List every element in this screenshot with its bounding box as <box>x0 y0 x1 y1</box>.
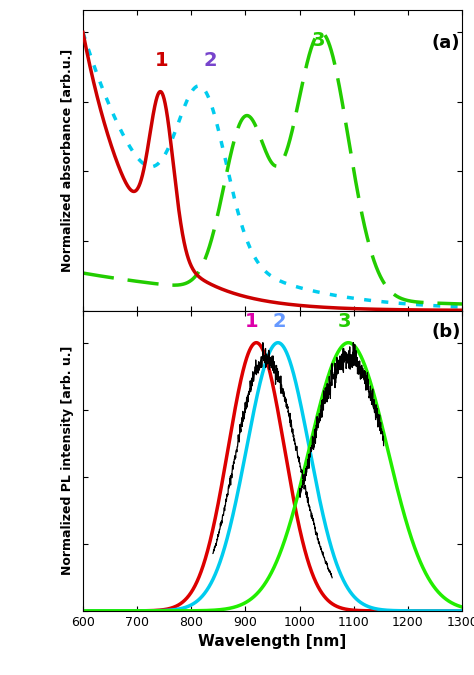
Text: (a): (a) <box>432 34 460 53</box>
Y-axis label: Normalized PL intensity [arb. u.]: Normalized PL intensity [arb. u.] <box>61 346 74 575</box>
Text: 3: 3 <box>337 312 351 331</box>
Text: 3: 3 <box>312 31 325 50</box>
X-axis label: Wavelength [nm]: Wavelength [nm] <box>199 634 346 649</box>
Text: (b): (b) <box>431 323 461 341</box>
Text: 1: 1 <box>155 51 168 70</box>
Text: 2: 2 <box>272 312 286 331</box>
Text: 1: 1 <box>245 312 259 331</box>
Y-axis label: Normalized absorbance [arb.u.]: Normalized absorbance [arb.u.] <box>61 49 74 272</box>
Text: 2: 2 <box>203 51 217 70</box>
